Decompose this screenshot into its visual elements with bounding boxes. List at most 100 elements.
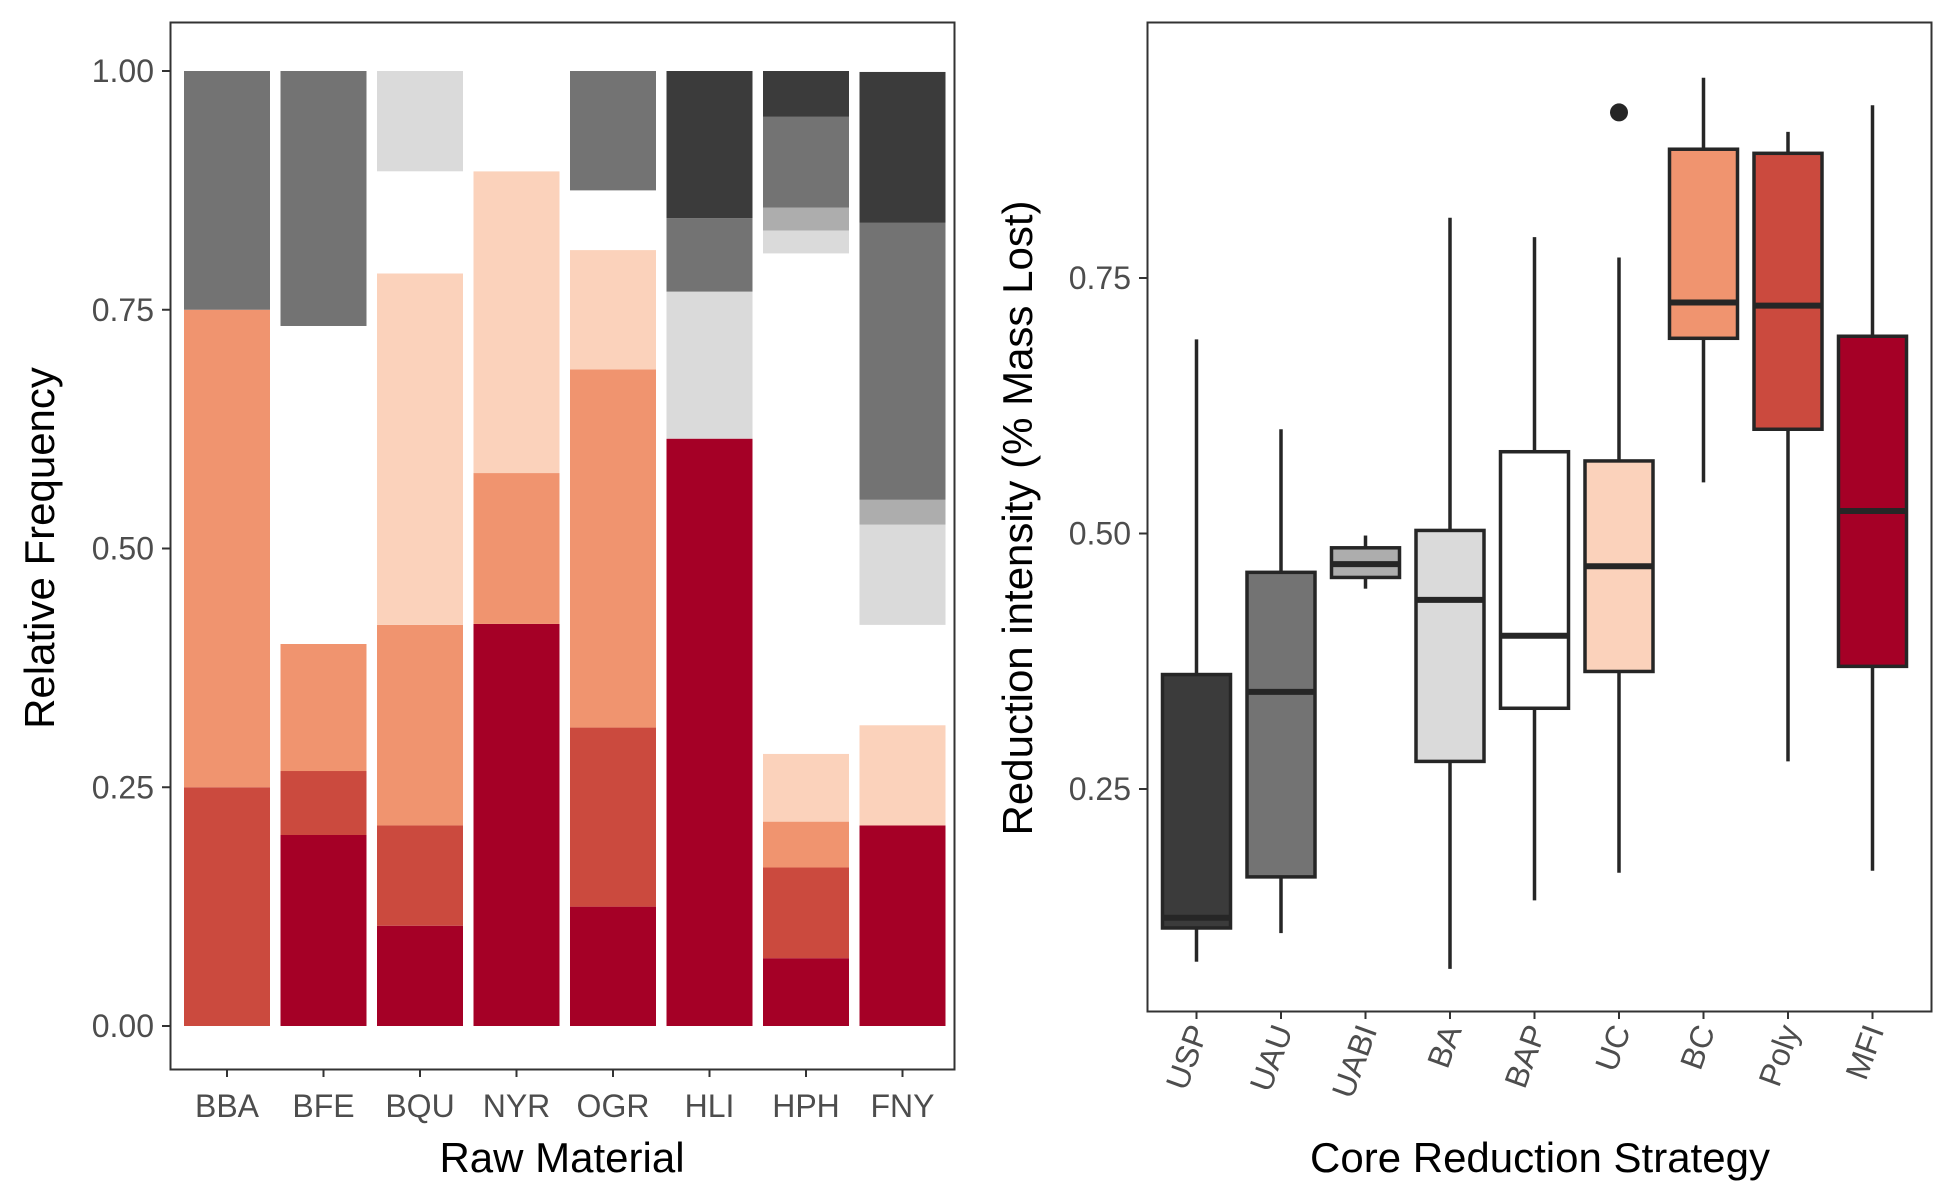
left-y-tick-label: 0.50: [92, 531, 154, 567]
boxplot-BC: [1667, 77, 1740, 483]
right-y-tick-label: 0.50: [1069, 516, 1131, 552]
left-y-tick-label: 0.75: [92, 292, 154, 328]
left-x-tick-label-HLI: HLI: [685, 1088, 735, 1124]
right-x-tick-label-UABI: UABI: [1325, 1020, 1384, 1102]
boxplot-Poly: [1752, 131, 1824, 762]
right-y-axis: 0.25 0.50 0.75: [1069, 260, 1147, 807]
box-UAU: [1245, 570, 1317, 879]
right-x-axis: USP UAU UABI BA BAP UC BC Poly MFI: [1159, 1011, 1891, 1103]
bar-segment-NYR-UC: [473, 171, 560, 474]
bar-segment-FNY-MFI: [859, 825, 946, 1026]
bar-segment-OGR-UC: [570, 250, 656, 370]
left-x-tick-label-BBA: BBA: [195, 1088, 260, 1124]
bar-segment-OGR-MFI: [570, 906, 656, 1026]
boxplot-USP: [1160, 339, 1233, 962]
bar-segment-OGR-Poly: [570, 727, 656, 907]
right-x-tick-label-UC: UC: [1588, 1020, 1638, 1076]
right-x-tick-label-BA: BA: [1420, 1019, 1469, 1072]
bar-segment-HPH-UABI: [763, 207, 849, 231]
bar-segment-BFE-MFI: [280, 835, 367, 1026]
bar-segment-FNY-UABI: [859, 499, 946, 525]
boxplots: [1160, 77, 1909, 969]
right-x-tick-label-USP: USP: [1159, 1020, 1215, 1094]
bar-segment-OGR-BAP: [570, 190, 656, 251]
bar-segment-HLI-MFI: [666, 438, 753, 1026]
left-y-tick-label: 1.00: [92, 53, 154, 89]
bar-segment-HLI-USP: [666, 71, 753, 219]
left-x-tick-label-FNY: FNY: [871, 1088, 935, 1124]
bar-segment-BQU-BAP: [377, 171, 463, 274]
bar-segment-FNY-BAP: [859, 624, 946, 726]
boxplot-UABI: [1329, 535, 1402, 589]
bar-segment-HPH-UC: [763, 753, 849, 822]
bar-segment-HPH-BC: [763, 821, 849, 868]
boxplot-BA: [1414, 217, 1486, 969]
bar-segment-FNY-UC: [859, 725, 946, 826]
bar-segment-HPH-BAP: [763, 253, 849, 754]
bar-segment-BFE-BC: [280, 644, 367, 772]
outlier-UC: [1610, 103, 1628, 122]
left-x-tick-label-OGR: OGR: [577, 1088, 650, 1124]
bar-segment-BQU-Poly: [377, 825, 463, 926]
bar-segment-BFE-UAU: [280, 71, 367, 326]
box-MFI: [1836, 334, 1909, 669]
right-x-tick-label-UAU: UAU: [1243, 1020, 1300, 1096]
box-BA: [1414, 528, 1486, 764]
left-x-axis: BBA BFE BQU NYR OGR HLI HPH FNY: [195, 1069, 935, 1124]
boxplot-BAP: [1498, 237, 1571, 901]
bar-segment-OGR-UAU: [570, 71, 656, 191]
boxplot-panel: 0.250.500.75 USP UAU UABI BA BAP UC BC Poly MFI …: [994, 21, 1933, 1181]
right-y-tick-label: 0.25: [1069, 771, 1131, 807]
boxplot-UAU: [1245, 429, 1317, 934]
bar-segment-BQU-BA: [377, 71, 463, 172]
left-x-tick-label-HPH: HPH: [772, 1088, 840, 1124]
left-panel-border: [169, 21, 956, 1071]
bar-segment-NYR-BAP: [473, 71, 560, 172]
bar-segment-HPH-UAU: [763, 116, 849, 208]
bar-segment-BQU-UC: [377, 273, 463, 625]
bar-segment-HPH-MFI: [763, 958, 849, 1026]
bar-segment-BBA-UAU: [184, 71, 270, 310]
left-y-tick-label: 0.25: [92, 769, 154, 805]
bar-segment-BQU-BC: [377, 624, 463, 826]
bar-segment-FNY-BA: [859, 524, 946, 625]
bar-segment-FNY-USP: [859, 71, 946, 223]
bar-segment-HPH-USP: [763, 71, 849, 117]
bar-segment-HPH-BA: [763, 230, 849, 254]
right-x-axis-title: Core Reduction Strategy: [1310, 1134, 1770, 1181]
boxplot-UC: [1583, 103, 1655, 873]
right-x-tick-label-BC: BC: [1673, 1020, 1722, 1074]
right-y-tick-label: 0.75: [1069, 260, 1131, 296]
right-y-axis-title: Reduction intensity (% Mass Lost): [994, 201, 1041, 836]
bar-segment-HLI-UAU: [666, 218, 753, 292]
left-x-tick-label-BQU: BQU: [385, 1088, 454, 1124]
right-panel-border: [1146, 21, 1933, 1013]
box-BC: [1667, 147, 1740, 341]
left-y-axis-title: Relative Frequency: [16, 367, 63, 729]
bar-segment-BQU-MFI: [377, 925, 463, 1026]
left-x-tick-label-BFE: BFE: [292, 1088, 354, 1124]
box-BAP: [1498, 449, 1571, 711]
right-x-tick-label-MFI: MFI: [1838, 1020, 1891, 1084]
bar-segment-BBA-Poly: [184, 787, 270, 1026]
bar-segment-NYR-MFI: [473, 623, 560, 1026]
boxplot-MFI: [1836, 105, 1909, 871]
left-y-axis: 0.00 0.25 0.50 0.75 1.00: [92, 53, 170, 1044]
right-x-tick-label-Poly: Poly: [1751, 1020, 1806, 1091]
box-USP: [1160, 672, 1233, 930]
box-Poly: [1752, 151, 1824, 432]
bar-segment-BBA-BC: [184, 309, 270, 788]
left-y-tick-label: 0.00: [92, 1008, 154, 1044]
stacked-bars: [184, 71, 946, 1026]
bar-segment-HLI-BA: [666, 291, 753, 439]
bar-segment-OGR-BC: [570, 369, 656, 728]
bar-segment-NYR-BC: [473, 473, 560, 624]
bar-segment-BFE-BAP: [280, 325, 367, 644]
bar-segment-HPH-Poly: [763, 867, 849, 959]
left-x-axis-title: Raw Material: [439, 1134, 684, 1181]
left-x-tick-label-NYR: NYR: [483, 1088, 551, 1124]
bar-segment-FNY-UAU: [859, 222, 946, 500]
stacked-bar-panel: 0.00 0.25 0.50 0.75 1.00 BBA BFE BQU NYR OGR HLI H…: [16, 21, 956, 1181]
bar-segment-BFE-Poly: [280, 771, 367, 835]
